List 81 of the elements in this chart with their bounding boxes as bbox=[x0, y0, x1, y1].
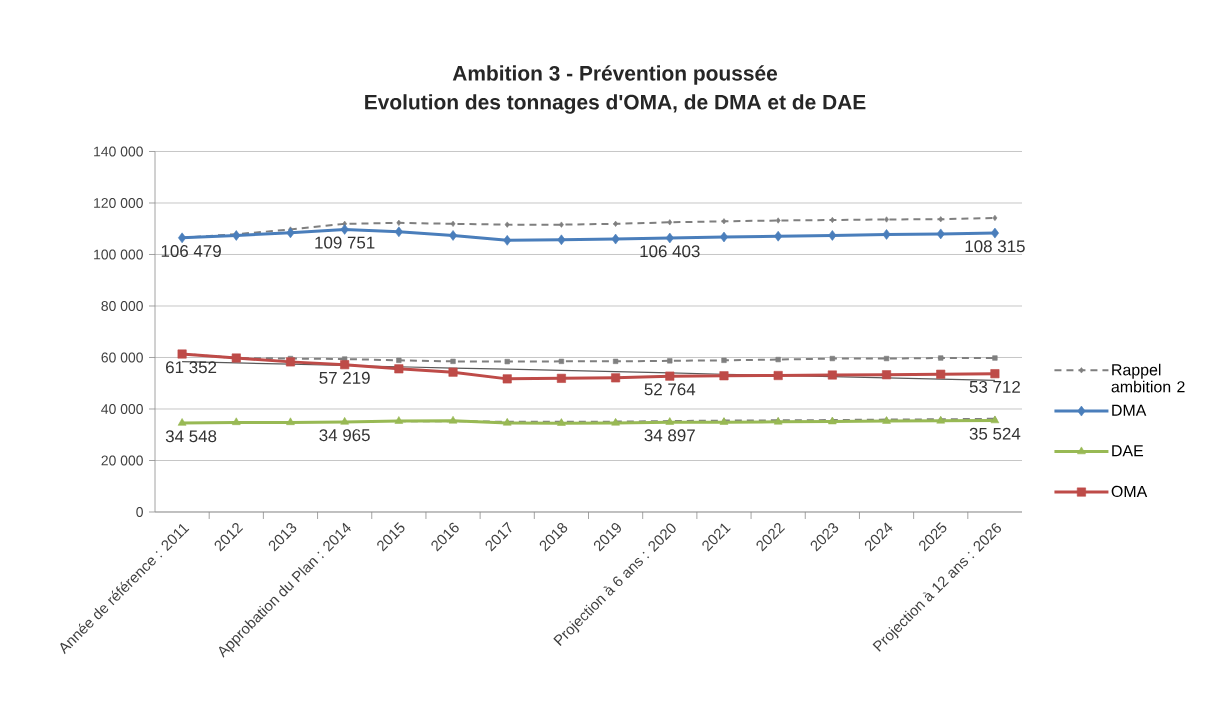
data-label: 34 965 bbox=[319, 429, 370, 442]
point bbox=[396, 219, 402, 226]
point bbox=[503, 235, 512, 246]
point bbox=[559, 221, 564, 228]
point bbox=[665, 232, 674, 244]
data-label: 52 764 bbox=[644, 383, 696, 396]
point bbox=[556, 373, 566, 383]
point bbox=[882, 229, 891, 240]
data-label: 106 403 bbox=[640, 245, 700, 258]
point bbox=[936, 369, 946, 379]
point bbox=[232, 417, 241, 425]
point bbox=[285, 357, 295, 367]
point bbox=[936, 228, 945, 240]
point bbox=[665, 371, 675, 381]
point bbox=[992, 214, 998, 221]
legend-label: DAE bbox=[1112, 445, 1144, 457]
y-tick-label: 20 000 bbox=[101, 455, 143, 466]
point bbox=[775, 217, 781, 224]
point bbox=[448, 367, 458, 377]
point bbox=[448, 230, 458, 241]
point bbox=[990, 369, 1000, 379]
point bbox=[667, 358, 673, 364]
point bbox=[450, 358, 456, 364]
point bbox=[938, 216, 944, 223]
point bbox=[396, 357, 402, 363]
data-label: 34 548 bbox=[165, 430, 217, 443]
point bbox=[667, 219, 673, 226]
chart-subtitle: Evolution des tonnages d'OMA, de DMA et de DAE bbox=[365, 94, 866, 114]
point bbox=[394, 364, 404, 374]
point bbox=[884, 216, 889, 223]
point bbox=[611, 233, 620, 245]
point bbox=[504, 359, 510, 365]
point bbox=[557, 234, 566, 246]
y-tick-label: 0 bbox=[136, 507, 143, 517]
point bbox=[990, 227, 999, 239]
point bbox=[829, 355, 835, 362]
point bbox=[613, 220, 618, 227]
point bbox=[502, 374, 512, 384]
point bbox=[774, 230, 783, 242]
data-label: 109 751 bbox=[315, 236, 375, 249]
y-tick-label: 120 000 bbox=[94, 198, 143, 208]
point bbox=[721, 357, 727, 363]
data-label: 53 712 bbox=[969, 380, 1020, 393]
point bbox=[504, 221, 510, 228]
point bbox=[721, 218, 727, 225]
data-label: 61 352 bbox=[166, 361, 217, 374]
legend-label: OMA bbox=[1111, 485, 1148, 498]
point bbox=[286, 227, 295, 239]
point bbox=[719, 371, 729, 381]
data-label: 35 524 bbox=[969, 427, 1021, 440]
legend-label: Rappel ambition 2 bbox=[1111, 363, 1185, 393]
point bbox=[828, 230, 837, 241]
chart-title: Ambition 3 - Prévention poussée bbox=[452, 65, 778, 85]
point bbox=[829, 216, 835, 224]
point bbox=[883, 355, 890, 362]
point bbox=[177, 418, 187, 426]
point bbox=[611, 373, 621, 383]
point bbox=[938, 355, 944, 361]
point bbox=[286, 417, 295, 425]
y-tick-label: 80 000 bbox=[101, 301, 143, 311]
y-tick-label: 40 000 bbox=[101, 404, 143, 414]
point bbox=[558, 358, 565, 364]
point bbox=[827, 370, 837, 380]
data-label: 57 219 bbox=[319, 371, 370, 384]
point bbox=[450, 220, 456, 227]
point bbox=[340, 360, 350, 370]
point bbox=[773, 371, 783, 381]
point bbox=[992, 355, 998, 361]
point bbox=[340, 224, 349, 235]
point bbox=[612, 358, 619, 364]
point bbox=[775, 356, 781, 363]
point bbox=[340, 417, 349, 425]
point bbox=[882, 370, 892, 380]
y-tick-label: 60 000 bbox=[101, 352, 143, 363]
y-tick-label: 140 000 bbox=[94, 146, 143, 157]
data-label: 34 897 bbox=[644, 429, 695, 442]
data-label: 106 479 bbox=[161, 245, 221, 258]
data-label: 108 315 bbox=[965, 240, 1025, 253]
point bbox=[394, 226, 403, 238]
y-tick-label: 100 000 bbox=[94, 249, 143, 260]
legend-label: DMA bbox=[1112, 404, 1147, 416]
